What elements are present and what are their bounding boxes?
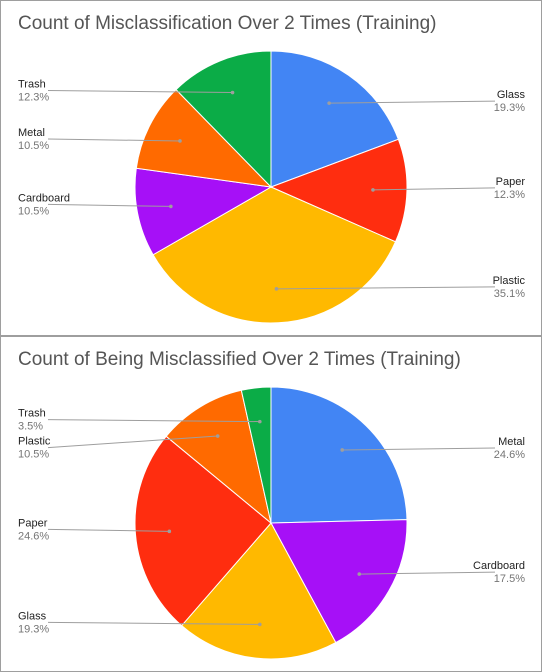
leader-dot-paper (167, 529, 172, 534)
leader-line-cardboard (47, 203, 171, 207)
slice-label-paper: Paper (18, 517, 48, 529)
leader-line-plastic (47, 435, 218, 449)
leader-dot-trash (258, 419, 262, 424)
pie-chart-svg: Glass19.3%Paper12.3%Plastic35.1%Cardboar… (18, 50, 526, 324)
slice-percent-plastic: 10.5% (18, 449, 49, 461)
slice-label-metal: Metal (18, 127, 45, 139)
slice-percent-cardboard: 10.5% (18, 205, 49, 217)
leader-line-metal (342, 447, 496, 451)
pie-slice-glass (180, 522, 337, 660)
pie-chart-being-misclassified: Count of Being Misclassified Over 2 Time… (0, 336, 542, 672)
pie-slice-metal (270, 386, 408, 524)
leader-dot-cardboard (357, 572, 362, 576)
leader-line-paper (372, 187, 496, 191)
slice-label-glass: Glass (497, 89, 526, 101)
slice-label-cardboard: Cardboard (18, 192, 70, 204)
leader-dot-cardboard (169, 204, 173, 209)
pie-slice-paper (134, 435, 272, 627)
leader-dot-glass (258, 622, 262, 627)
leader-line-paper (47, 528, 170, 532)
leader-dot-trash (230, 90, 235, 95)
leader-dot-metal (178, 139, 182, 143)
slice-percent-cardboard: 17.5% (494, 573, 525, 585)
pie-slice-trash (240, 386, 272, 524)
leader-line-plastic (276, 286, 496, 290)
slice-percent-trash: 3.5% (18, 421, 43, 433)
leader-line-metal (47, 138, 180, 142)
pie-slice-cardboard (134, 167, 273, 256)
leader-dot-glass (327, 101, 331, 105)
slice-percent-metal: 24.6% (494, 449, 525, 461)
slice-label-trash: Trash (18, 79, 46, 91)
slice-percent-glass: 19.3% (494, 102, 525, 114)
pie-slice-paper (269, 138, 408, 243)
pie-slice-plastic (165, 389, 272, 525)
slice-label-paper: Paper (496, 176, 526, 188)
leader-dot-plastic (215, 434, 220, 438)
slice-percent-paper: 24.6% (18, 530, 49, 542)
slice-percent-paper: 12.3% (494, 189, 525, 201)
leader-line-trash (47, 90, 233, 94)
slice-label-metal: Metal (498, 436, 525, 448)
pie-chart-misclassification: Count of Misclassification Over 2 Times … (0, 0, 542, 336)
leader-line-trash (47, 419, 260, 423)
slice-percent-plastic: 35.1% (494, 288, 525, 300)
slice-label-trash: Trash (18, 408, 46, 420)
leader-dot-metal (340, 448, 345, 452)
pie-slice-trash (175, 50, 272, 189)
pie-slice-glass (270, 50, 400, 188)
chart-title: Count of Misclassification Over 2 Times … (18, 13, 437, 34)
slice-percent-glass: 19.3% (18, 623, 49, 635)
leader-line-glass (329, 100, 496, 104)
pie-slice-cardboard (270, 519, 408, 644)
slice-percent-metal: 10.5% (18, 140, 49, 152)
slice-label-glass: Glass (18, 610, 47, 622)
slice-label-plastic: Plastic (493, 275, 526, 287)
slice-percent-trash: 12.3% (18, 92, 49, 104)
leader-dot-plastic (274, 287, 279, 291)
pie-chart-svg: Metal24.6%Cardboard17.5%Glass19.3%Paper2… (18, 386, 525, 660)
slice-label-cardboard: Cardboard (473, 560, 525, 572)
leader-line-cardboard (359, 571, 496, 575)
chart-title: Count of Being Misclassified Over 2 Time… (18, 349, 461, 370)
leader-line-glass (47, 621, 260, 625)
leader-dot-paper (371, 188, 375, 192)
slice-label-plastic: Plastic (18, 436, 51, 448)
pie-slice-plastic (152, 186, 397, 324)
